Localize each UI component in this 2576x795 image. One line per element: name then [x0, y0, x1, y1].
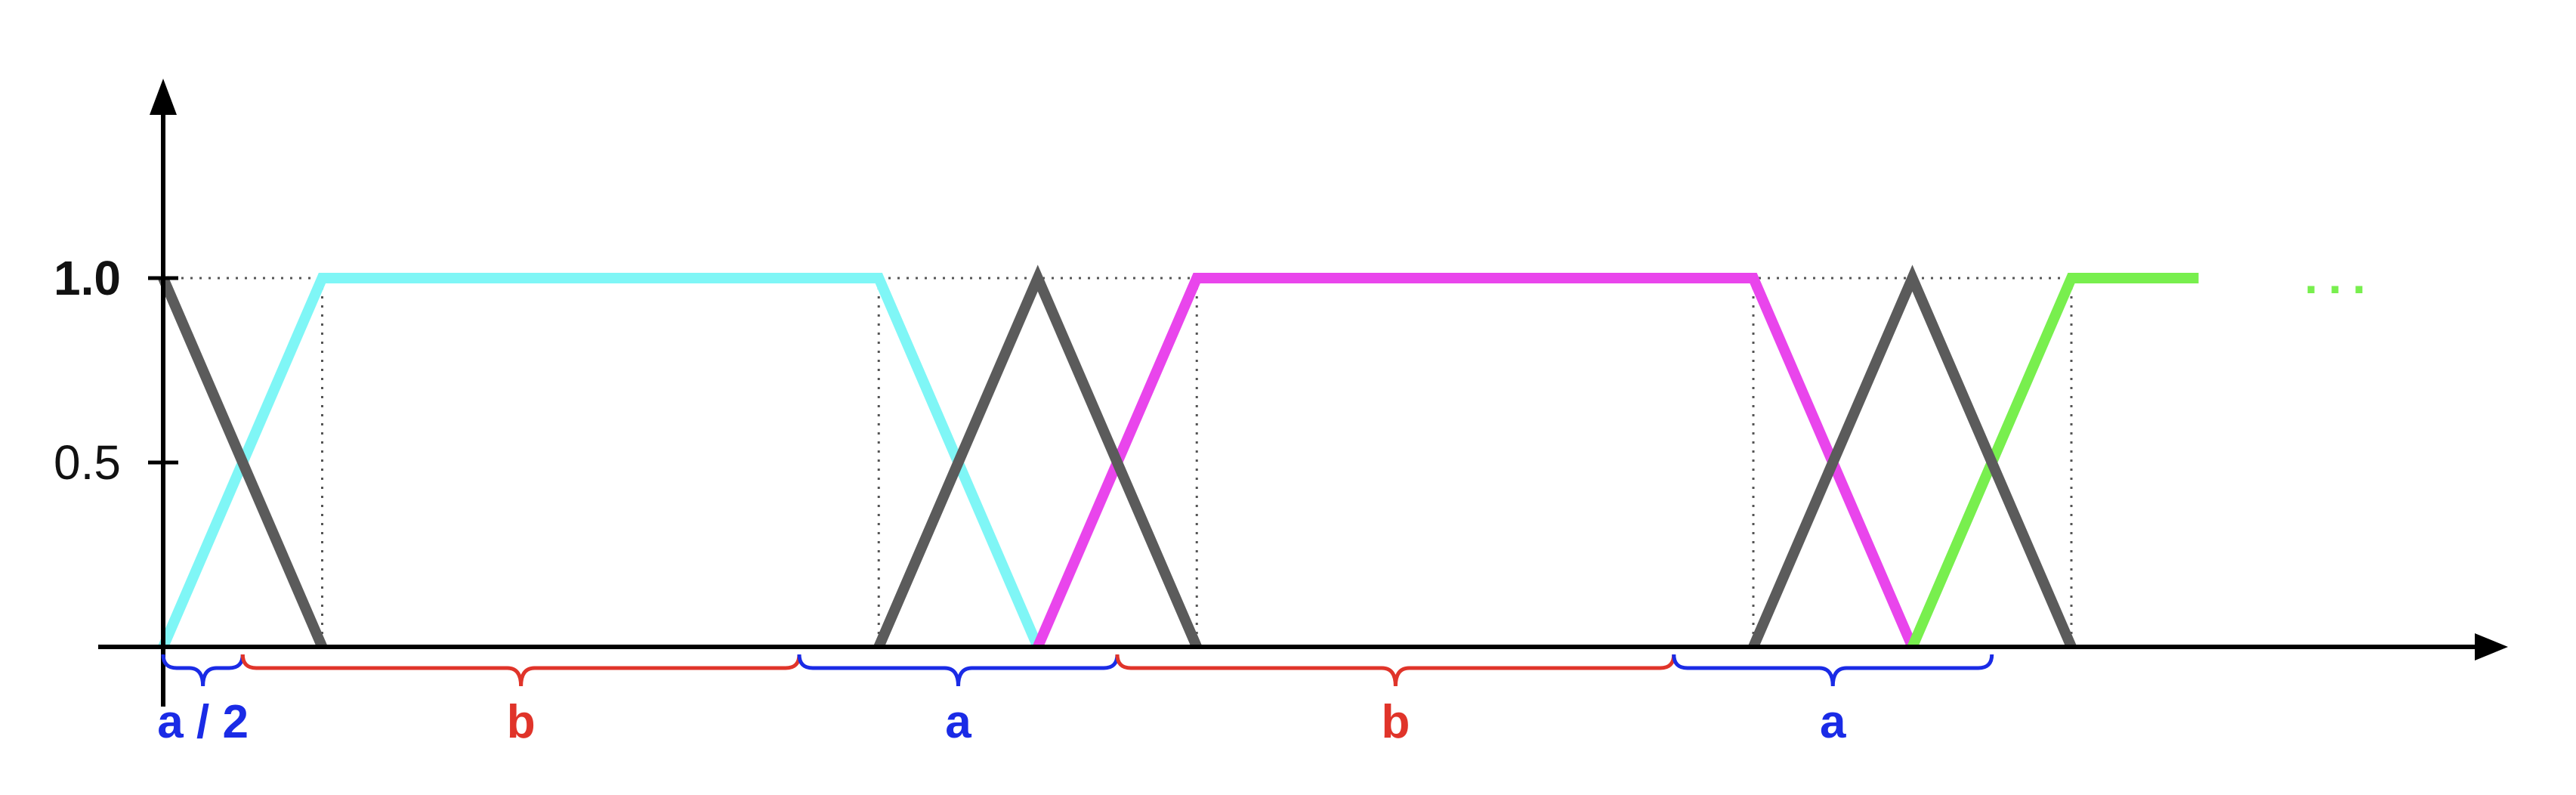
- membership-curves: [158, 264, 2199, 649]
- interval-braces: a / 2 b a b a: [157, 654, 1994, 748]
- brace-1: [240, 654, 802, 687]
- axes: [98, 79, 2508, 707]
- x-axis-arrow-icon: [2475, 633, 2508, 660]
- y-axis-ticks: 1.0 0.5: [54, 251, 178, 490]
- curve-green: [1907, 273, 2199, 649]
- brace-label-4: a: [1820, 696, 1846, 748]
- brace-label-2: a: [945, 696, 971, 748]
- brace-label-3: b: [1381, 696, 1410, 748]
- brace-0: [161, 654, 245, 687]
- y-axis-arrow-icon: [150, 79, 177, 115]
- brace-label-1: b: [507, 696, 536, 748]
- curve-gray-2: [873, 264, 1202, 649]
- brace-label-0: a / 2: [157, 696, 249, 748]
- brace-3: [1115, 654, 1676, 687]
- curve-gray-1: [158, 276, 327, 649]
- brace-4: [1672, 654, 1994, 687]
- y-tick-label-1.0: 1.0: [54, 251, 121, 305]
- y-tick-label-0.5: 0.5: [54, 435, 121, 490]
- curve-gray-3: [1748, 264, 2077, 649]
- brace-2: [797, 654, 1120, 687]
- continuation-ellipsis: ...: [2304, 249, 2376, 304]
